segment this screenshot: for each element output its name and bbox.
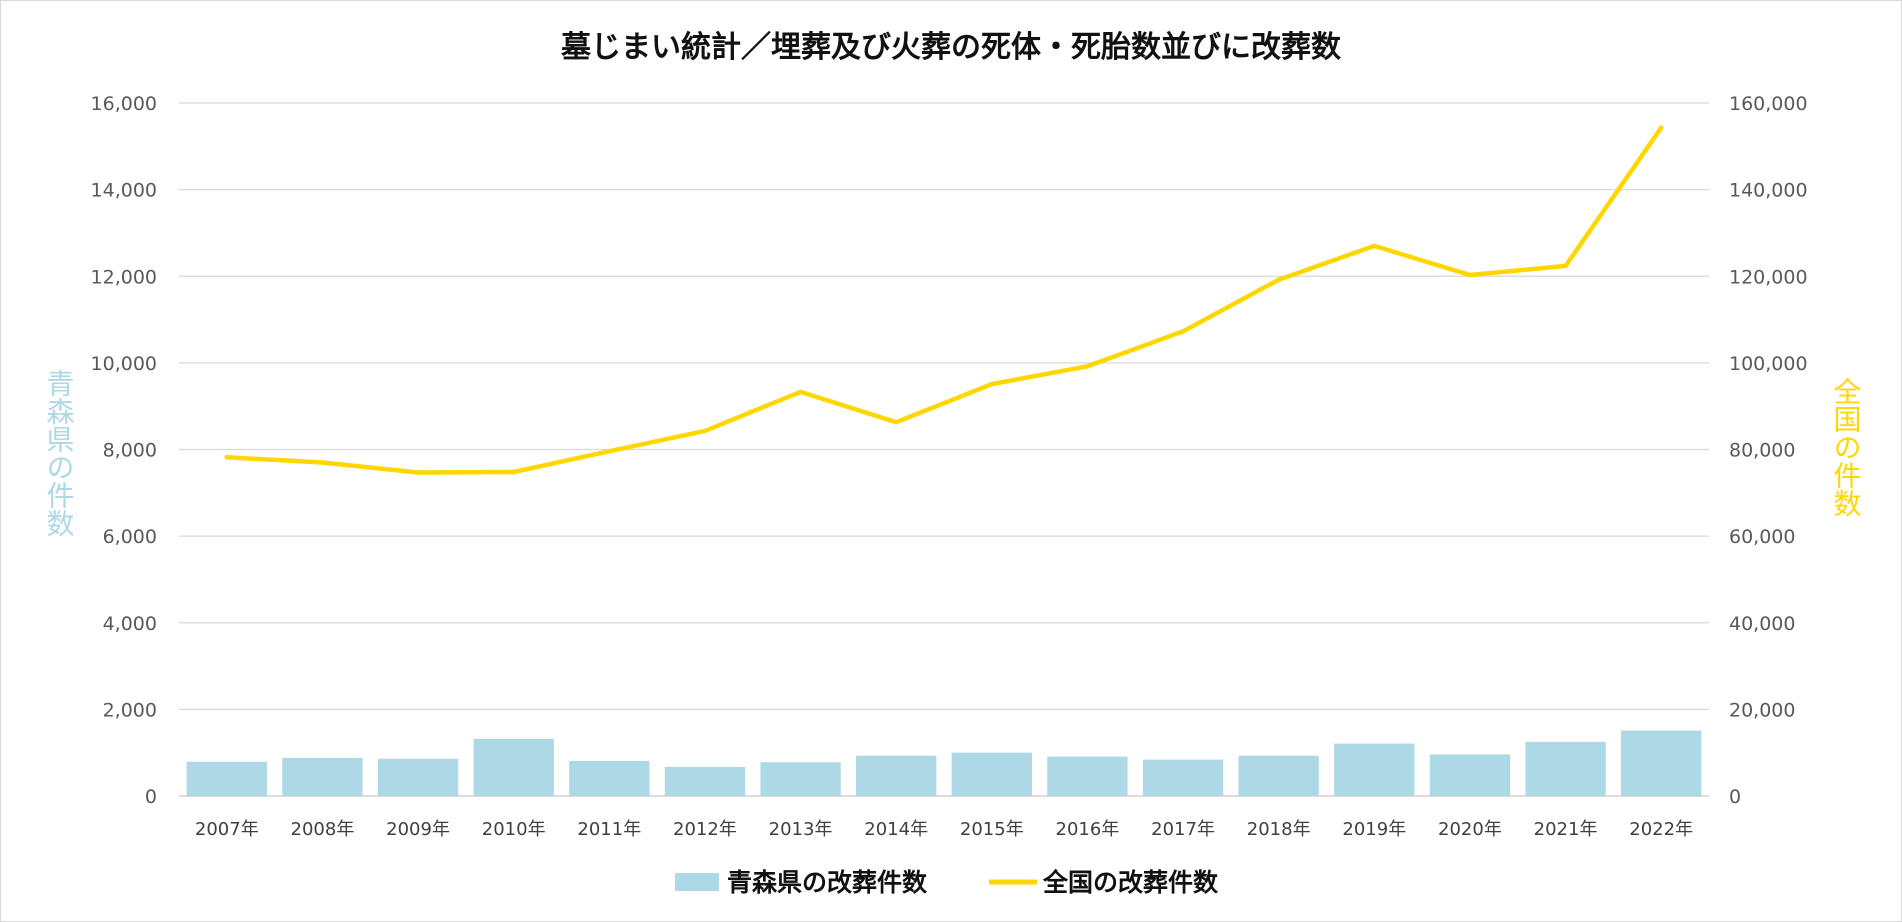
bar — [1525, 741, 1606, 796]
x-tick-label: 2013年 — [769, 819, 833, 840]
x-tick-label: 2012年 — [673, 819, 737, 840]
line-point — [224, 454, 230, 460]
left-tick-label: 4,000 — [103, 613, 157, 635]
legend-label-national: 全国の改葬件数 — [1042, 868, 1219, 897]
line-point — [798, 389, 803, 395]
bar — [569, 760, 650, 796]
line-point — [1658, 125, 1664, 130]
x-axis-ticks: 2007年 2008年 2009年 2010年 2011年 2012年 2013年 2014年… — [195, 819, 1693, 840]
x-tick-label: 2017年 — [1151, 819, 1215, 840]
right-tick-label: 20,000 — [1729, 699, 1795, 721]
right-tick-label: 0 — [1729, 786, 1741, 808]
x-tick-label: 2022年 — [1629, 819, 1693, 840]
x-tick-label: 2021年 — [1534, 819, 1598, 840]
bar — [1334, 743, 1415, 796]
x-tick-label: 2007年 — [195, 819, 259, 840]
left-tick-label: 0 — [145, 786, 157, 808]
right-tick-label: 140,000 — [1729, 180, 1808, 202]
right-tick-label: 80,000 — [1729, 440, 1795, 462]
right-tick-label: 160,000 — [1729, 93, 1808, 115]
bar — [760, 762, 841, 796]
right-axis-label: 全国の件数 — [1830, 377, 1863, 517]
bar — [186, 761, 267, 796]
left-tick-label: 12,000 — [91, 266, 157, 288]
right-tick-label: 120,000 — [1729, 266, 1808, 288]
x-tick-label: 2008年 — [291, 819, 355, 840]
series-line — [224, 125, 1664, 475]
bar — [1621, 730, 1702, 796]
line-point — [511, 469, 516, 475]
line-point — [1467, 272, 1473, 278]
bars-series — [186, 730, 1702, 796]
legend-swatch-aomori — [675, 873, 719, 891]
left-tick-label: 14,000 — [91, 180, 157, 202]
x-tick-label: 2009年 — [386, 819, 450, 840]
bar — [1142, 759, 1224, 796]
x-tick-label: 2010年 — [482, 819, 546, 840]
right-tick-label: 100,000 — [1729, 353, 1808, 375]
bar — [856, 755, 937, 796]
legend: 青森県の改葬件数 全国の改葬件数 — [675, 868, 1219, 897]
x-tick-label: 2011年 — [577, 819, 641, 840]
bar — [377, 758, 459, 796]
left-tick-label: 2,000 — [103, 699, 157, 721]
bar — [951, 752, 1032, 796]
x-tick-label: 2019年 — [1342, 819, 1406, 840]
right-axis-ticks: 0 20,000 40,000 60,000 80,000 100,000 120,000 1… — [1729, 93, 1808, 808]
line-point — [893, 419, 899, 425]
left-tick-label: 8,000 — [103, 440, 157, 462]
line-point — [415, 470, 421, 475]
bar — [1429, 754, 1511, 796]
gridlines — [179, 102, 1709, 797]
x-tick-label: 2020年 — [1438, 819, 1502, 840]
legend-label-aomori: 青森県の改葬件数 — [727, 868, 928, 897]
chart-title: 墓じまい統計／埋葬及び火葬の死体・死胎数並びに改葬数 — [560, 30, 1342, 65]
bar — [664, 766, 746, 796]
x-tick-label: 2016年 — [1056, 819, 1120, 840]
line-point — [607, 448, 612, 454]
line-series — [224, 125, 1664, 475]
left-axis-label: 青森県の件数 — [43, 369, 76, 537]
bar — [473, 738, 554, 796]
x-tick-label: 2014年 — [864, 819, 928, 840]
line-point — [320, 460, 325, 465]
x-tick-label: 2018年 — [1247, 819, 1311, 840]
left-axis-ticks: 0 2,000 4,000 6,000 8,000 10,000 12,000 14,000 1… — [91, 93, 157, 808]
left-tick-label: 10,000 — [91, 353, 157, 375]
line-point — [1372, 243, 1377, 249]
right-tick-label: 60,000 — [1729, 526, 1795, 548]
line-point — [1085, 364, 1090, 369]
line-point — [1276, 277, 1281, 283]
right-tick-label: 40,000 — [1729, 613, 1795, 635]
x-tick-label: 2015年 — [960, 819, 1024, 840]
line-point — [989, 381, 995, 387]
left-tick-label: 6,000 — [103, 526, 157, 548]
line-point — [702, 428, 708, 434]
bar — [1238, 755, 1319, 796]
line-point — [1563, 263, 1568, 269]
line-point — [1180, 328, 1186, 334]
bar — [1047, 756, 1128, 796]
bar — [282, 757, 363, 796]
left-tick-label: 16,000 — [91, 93, 157, 115]
